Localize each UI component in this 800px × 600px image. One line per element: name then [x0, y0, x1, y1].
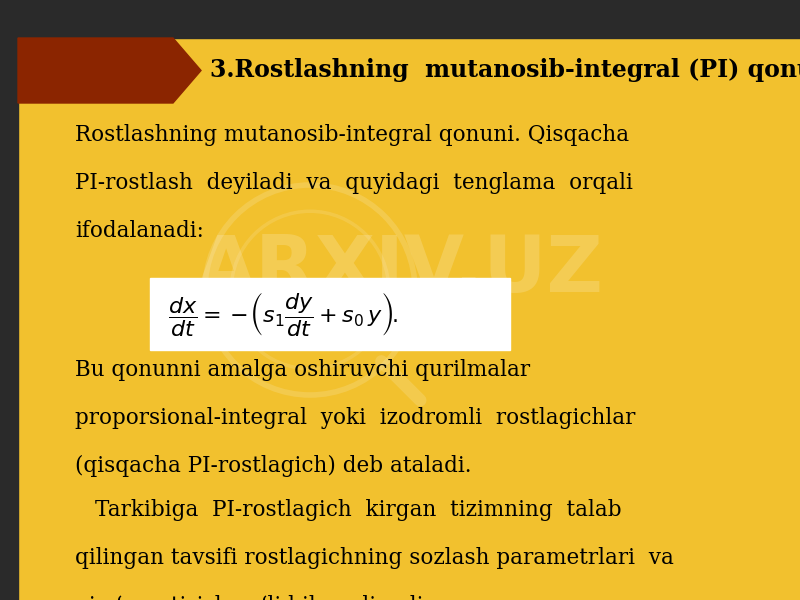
Text: Rostlashning mutanosib-integral qonuni. Qisqacha: Rostlashning mutanosib-integral qonuni. … [75, 124, 629, 146]
Polygon shape [18, 38, 201, 103]
Bar [150, 278, 510, 350]
Text: Bu qonunni amalga oshiruvchi qurilmalar: Bu qonunni amalga oshiruvchi qurilmalar [75, 359, 530, 381]
Text: (qisqacha PI-rostlagich) deb ataladi.: (qisqacha PI-rostlagich) deb ataladi. [75, 455, 471, 477]
Text: ifodalanadi:: ifodalanadi: [75, 220, 204, 242]
Text: PI-rostlash  deyiladi  va  quyidagi  tenglama  orqali: PI-rostlash deyiladi va quyidagi tenglam… [75, 172, 633, 194]
Text: Tarkibiga  PI-rostlagich  kirgan  tizimning  talab: Tarkibiga PI-rostlagich kirgan tizimning… [95, 499, 622, 521]
Text: qilingan tavsifi rostlagichning sozlash parametrlari  va: qilingan tavsifi rostlagichning sozlash … [75, 547, 674, 569]
Text: ARXIV.UZ: ARXIV.UZ [196, 232, 604, 308]
Bar [0, 0, 800, 38]
Text: proporsional-integral  yoki  izodromli  rostlagichlar: proporsional-integral yoki izodromli ros… [75, 407, 635, 429]
Bar [0, 0, 18, 600]
Text: 3.Rostlashning  mutanosib-integral (PI) qonuni.: 3.Rostlashning mutanosib-integral (PI) q… [210, 58, 800, 82]
Text: ni o‘zgartirish yo‘li bilan olinadi.: ni o‘zgartirish yo‘li bilan olinadi. [75, 595, 430, 600]
Text: $\dfrac{dx}{dt} = -\!\left(s_1\dfrac{dy}{dt} + s_0\,y\right)\!.$: $\dfrac{dx}{dt} = -\!\left(s_1\dfrac{dy}… [168, 290, 398, 338]
